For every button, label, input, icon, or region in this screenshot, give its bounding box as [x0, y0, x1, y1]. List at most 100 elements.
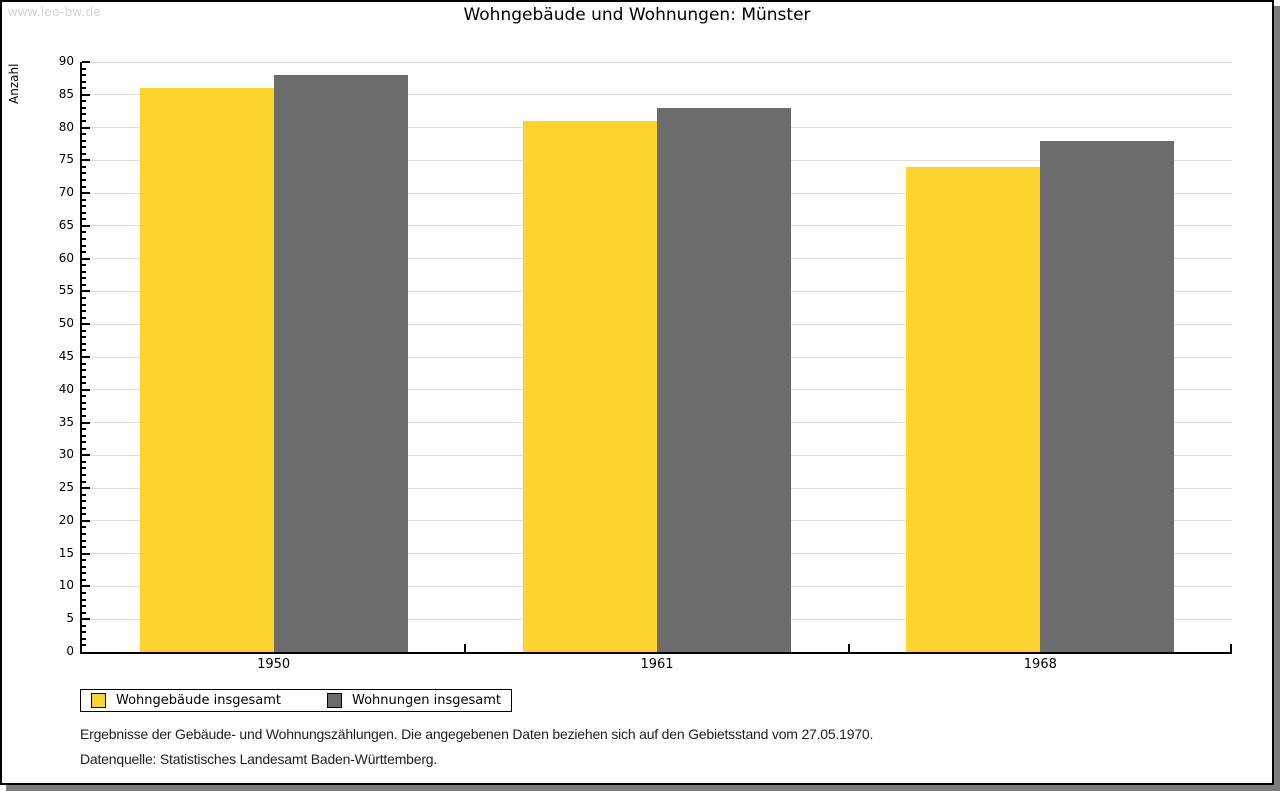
y-tick-label-90: 90	[58, 54, 74, 68]
y-minor-tick-56	[82, 283, 86, 286]
x-boundary-tick-2	[847, 644, 850, 652]
y-major-tick-70	[82, 192, 90, 195]
y-minor-tick-86	[82, 87, 86, 90]
y-minor-tick-57	[82, 277, 86, 280]
y-tick-label-55: 55	[58, 283, 74, 298]
y-minor-tick-14	[82, 559, 86, 562]
gridline-85	[82, 94, 1232, 96]
legend-item-wohngebaeude: Wohngebäude insgesamt	[91, 693, 281, 708]
y-major-tick-85	[82, 93, 90, 96]
y-minor-tick-12	[82, 572, 86, 575]
x-end-tick	[1230, 644, 1232, 652]
y-minor-tick-64	[82, 231, 86, 234]
y-minor-tick-41	[82, 382, 86, 385]
legend-swatch-wohnungen	[327, 693, 342, 708]
y-minor-tick-67	[82, 211, 86, 214]
y-major-tick-25	[82, 487, 90, 490]
y-minor-tick-44	[82, 362, 86, 365]
y-tick-label-70: 70	[58, 185, 74, 200]
legend-item-wohnungen: Wohnungen insgesamt	[327, 693, 501, 708]
y-minor-tick-22	[82, 506, 86, 509]
y-major-tick-65	[82, 224, 90, 227]
y-minor-tick-53	[82, 303, 86, 306]
y-major-tick-15	[82, 552, 90, 555]
y-major-tick-90	[82, 61, 90, 63]
plot-area: 0 5 10 15 20 25 30 35 40 45 50 55 60 65 70 75 80 85 90 1950…	[59, 54, 1232, 672]
y-major-tick-30	[82, 454, 90, 457]
y-minor-tick-77	[82, 146, 86, 149]
y-minor-tick-6	[82, 611, 86, 614]
bar-1968-wohnungen	[1040, 140, 1175, 652]
y-minor-tick-69	[82, 198, 86, 201]
x-cat-label-1950: 1950	[257, 657, 291, 672]
y-tick-label-5: 5	[66, 611, 74, 626]
y-tick-label-60: 60	[58, 250, 74, 265]
y-minor-tick-16	[82, 546, 86, 549]
x-boundary-tick-1	[464, 644, 467, 652]
legend-label-wohnungen: Wohnungen insgesamt	[352, 693, 501, 708]
y-minor-tick-9	[82, 592, 86, 594]
y-minor-tick-18	[82, 533, 86, 535]
y-minor-tick-88	[82, 74, 86, 77]
bar-1950-wohngebaeude	[139, 88, 274, 652]
y-minor-tick-72	[82, 179, 86, 181]
y-minor-tick-29	[82, 460, 86, 463]
chart-title: Wohngebäude und Wohnungen: Münster	[463, 5, 811, 25]
y-tick-label-65: 65	[58, 217, 74, 232]
y-minor-tick-31	[82, 447, 86, 450]
y-minor-tick-13	[82, 565, 86, 568]
y-minor-tick-51	[82, 316, 86, 319]
y-tick-label-85: 85	[58, 86, 74, 101]
y-axis-title: Anzahl	[7, 63, 21, 104]
footer-source: Datenquelle: Statistisches Landesamt Bad…	[80, 751, 438, 767]
y-minor-tick-76	[82, 152, 86, 155]
y-tick-label-0: 0	[66, 644, 74, 658]
y-minor-tick-11	[82, 578, 86, 581]
y-major-tick-75	[82, 159, 90, 162]
y-minor-tick-23	[82, 500, 86, 503]
y-minor-tick-87	[82, 80, 86, 83]
x-cat-label-1961: 1961	[640, 657, 674, 672]
y-minor-tick-89	[82, 67, 86, 70]
y-tick-label-25: 25	[58, 480, 74, 495]
y-minor-tick-47	[82, 342, 86, 345]
gridline-90	[82, 61, 1232, 63]
y-major-tick-20	[82, 519, 90, 522]
legend-label-wohngebaeude: Wohngebäude insgesamt	[116, 693, 281, 708]
y-minor-tick-24	[82, 493, 86, 496]
y-minor-tick-66	[82, 218, 86, 221]
bar-1950-wohnungen	[273, 75, 408, 652]
y-minor-tick-63	[82, 238, 86, 240]
y-minor-tick-37	[82, 408, 86, 411]
y-tick-label-10: 10	[58, 578, 74, 593]
y-tick-label-50: 50	[58, 316, 74, 331]
y-minor-tick-74	[82, 165, 86, 168]
y-tick-label-15: 15	[58, 545, 74, 560]
y-minor-tick-71	[82, 185, 86, 188]
y-minor-tick-7	[82, 605, 86, 608]
y-minor-tick-34	[82, 428, 86, 431]
y-minor-tick-81	[82, 120, 86, 122]
y-tick-label-75: 75	[58, 152, 74, 167]
y-minor-tick-49	[82, 329, 86, 332]
y-minor-tick-8	[82, 598, 86, 601]
y-tick-label-45: 45	[58, 349, 74, 363]
y-tick-label-40: 40	[58, 381, 74, 396]
y-tick-label-20: 20	[58, 512, 74, 527]
y-major-tick-55	[82, 290, 90, 293]
y-minor-tick-26	[82, 480, 86, 483]
y-major-tick-60	[82, 257, 90, 260]
y-minor-tick-4	[82, 624, 86, 627]
y-minor-tick-83	[82, 106, 86, 109]
y-minor-tick-82	[82, 113, 86, 116]
y-minor-tick-27	[82, 474, 86, 476]
y-minor-tick-54	[82, 297, 86, 299]
y-minor-tick-43	[82, 369, 86, 372]
y-minor-tick-61	[82, 251, 86, 254]
legend: Wohngebäude insgesamt Wohnungen insgesam…	[80, 689, 512, 712]
y-minor-tick-21	[82, 513, 86, 516]
y-minor-tick-52	[82, 310, 86, 313]
bar-1968-wohngebaeude	[906, 166, 1041, 652]
y-tick-label-80: 80	[58, 119, 74, 134]
